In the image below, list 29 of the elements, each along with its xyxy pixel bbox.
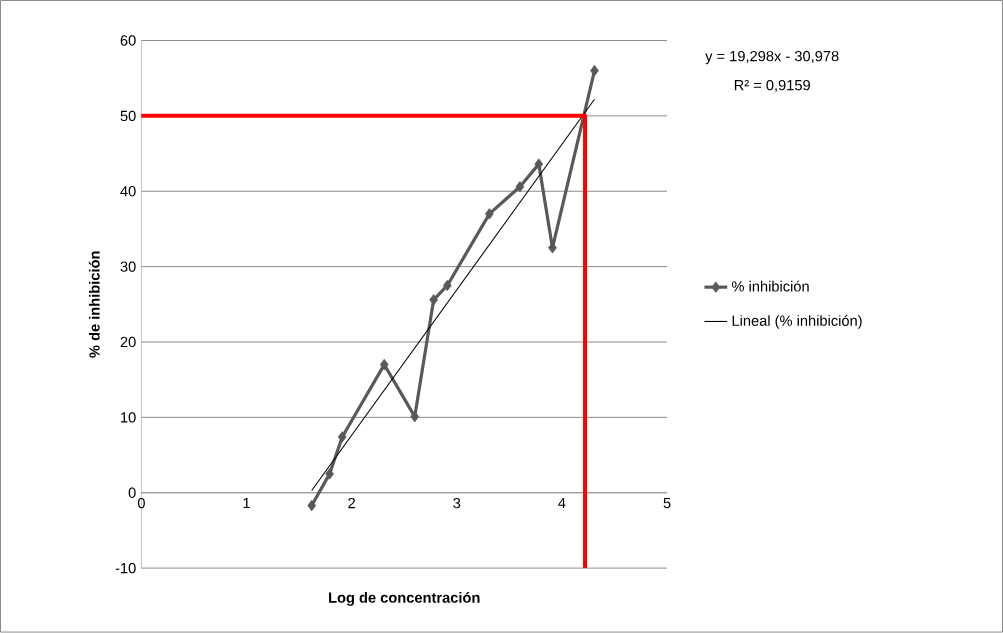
point (515, 181, 525, 193)
y-tick-label: 0 (128, 487, 136, 499)
point (590, 65, 599, 77)
y-tick-label: 30 (120, 261, 136, 273)
point (485, 208, 494, 220)
x-tick-label: 1 (243, 498, 250, 509)
y-tick-label: 10 (121, 412, 136, 423)
x-tick-label: 2 (348, 498, 356, 509)
y-axis-title: % de inhibición (88, 251, 100, 358)
point (379, 359, 389, 371)
point (429, 294, 439, 306)
x-tick-label: 3 (453, 498, 461, 509)
point (307, 500, 317, 512)
point (325, 468, 334, 480)
x-tick-label: 0 (137, 498, 145, 509)
x-axis-title: Log de concentración (329, 592, 480, 606)
point (337, 431, 347, 443)
legend-label: % inhibición (731, 280, 809, 292)
legend-label: Lineal (% inhibición) (732, 315, 862, 329)
y-tick-label: -10 (115, 563, 136, 574)
text: R² = 0,9159 (734, 80, 810, 93)
y-tick-label: 40 (120, 186, 136, 197)
y-tick-label: 60 (120, 35, 136, 46)
y-tick-label: 20 (120, 337, 136, 348)
y-tick-label: 50 (120, 110, 136, 122)
x-tick-label: 5 (663, 498, 671, 509)
point (534, 158, 544, 170)
text: y = 19,298x - 30,978 (705, 51, 839, 65)
x-tick-label: 4 (558, 498, 566, 509)
